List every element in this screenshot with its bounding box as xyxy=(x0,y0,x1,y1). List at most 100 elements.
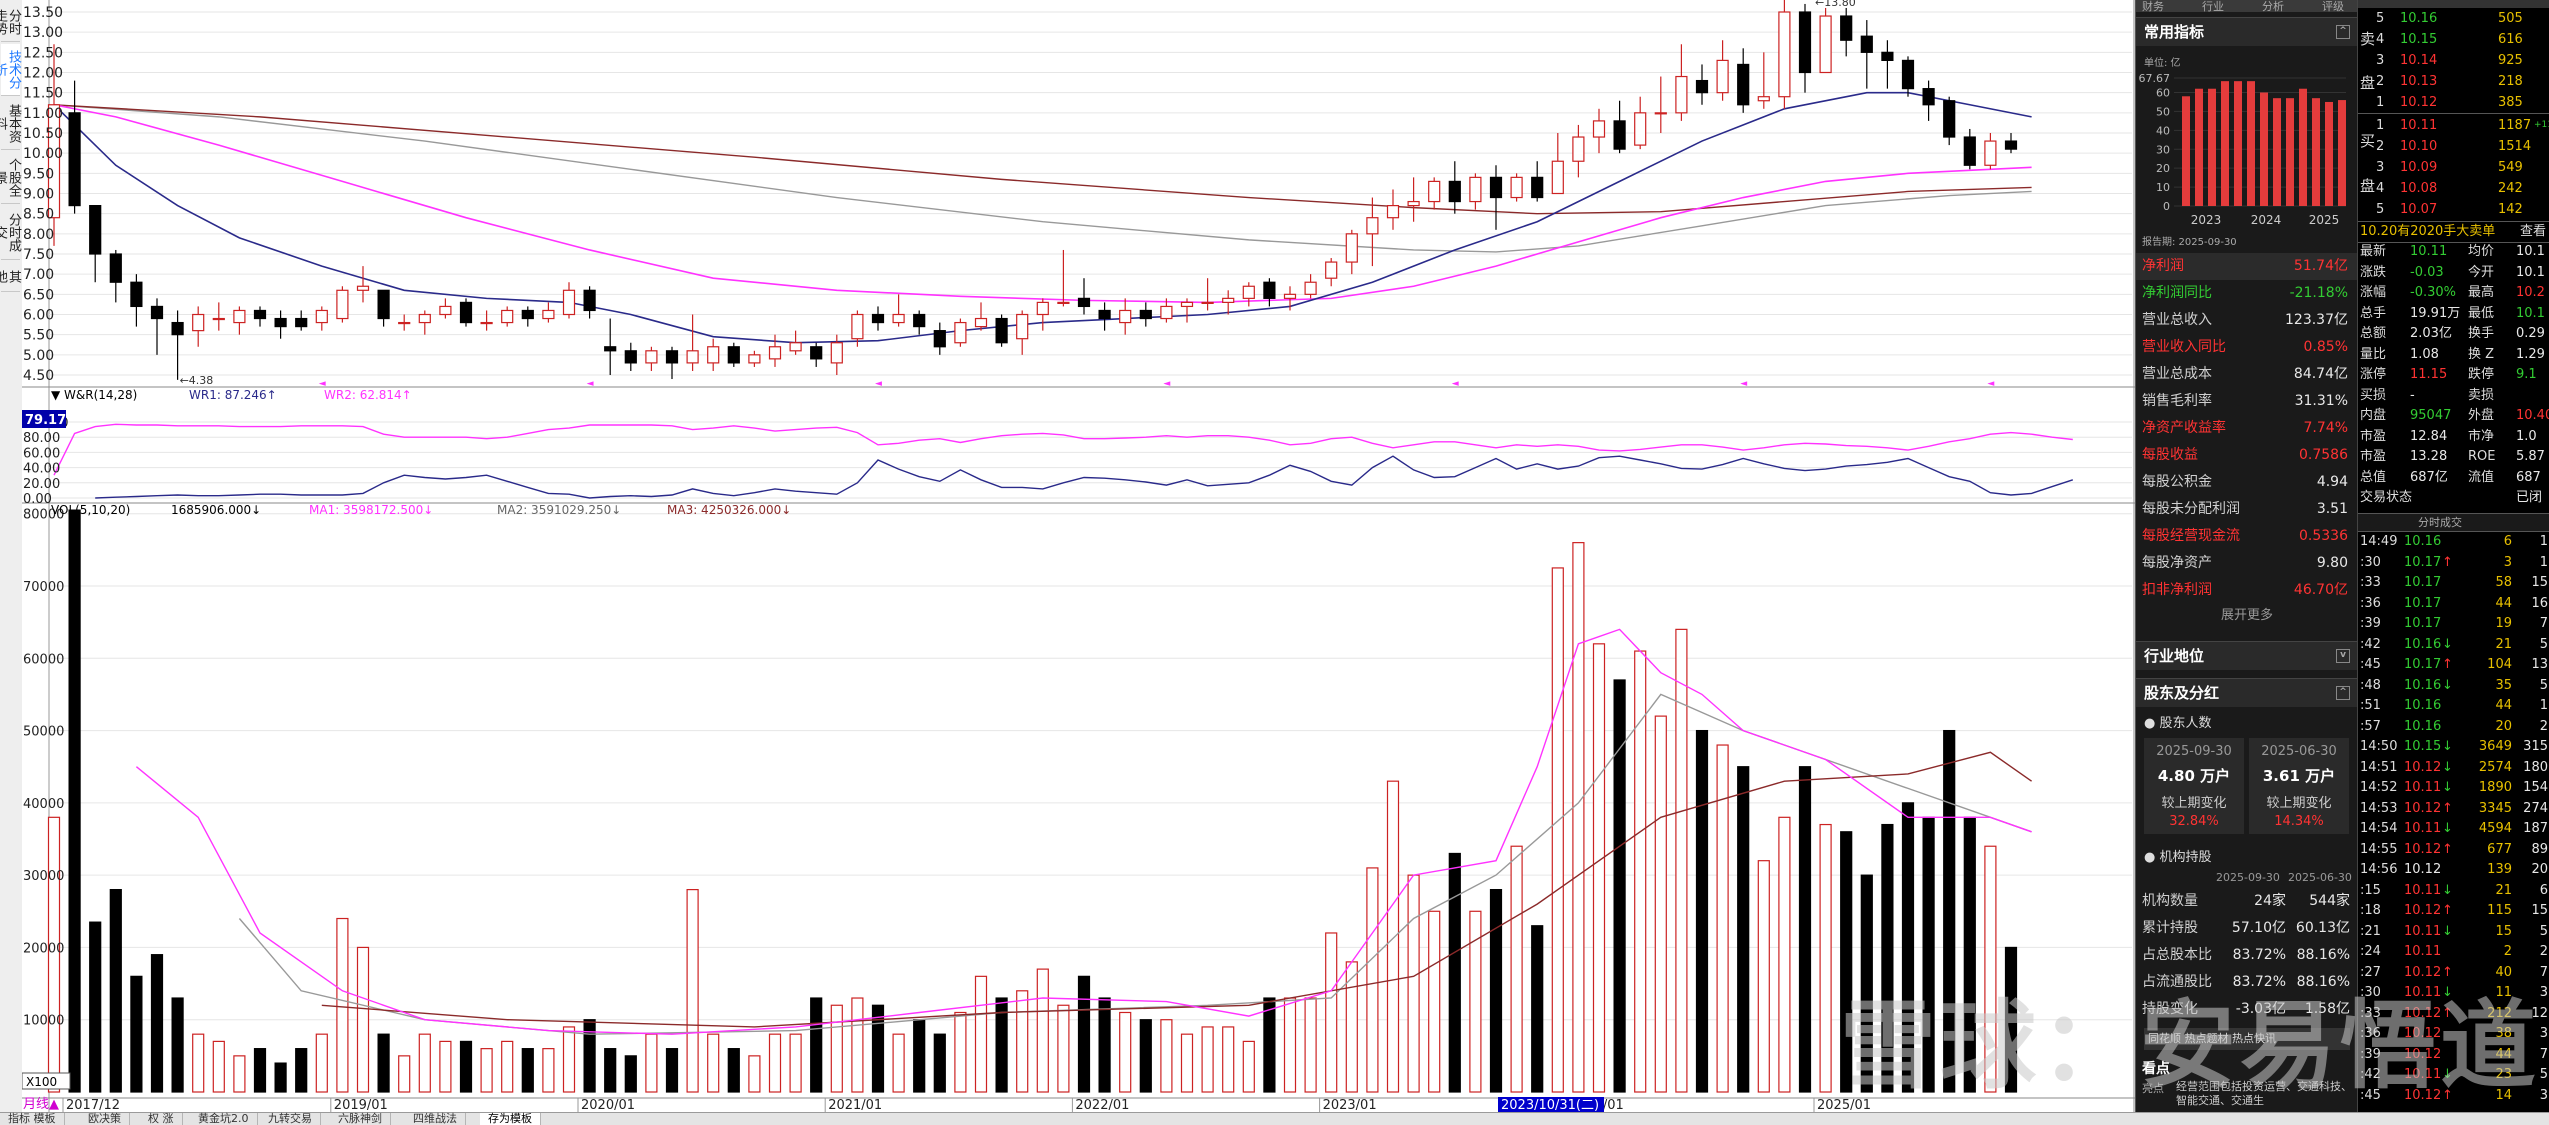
sell-level-row[interactable]: 1 10.12 385 xyxy=(2358,92,2549,113)
indicator-row[interactable]: 营业总收入 123.37亿 xyxy=(2136,307,2358,334)
candle[interactable] xyxy=(583,289,596,312)
candle[interactable] xyxy=(295,317,308,328)
candle[interactable] xyxy=(1469,176,1482,203)
collapse-icon[interactable]: ^ xyxy=(2336,25,2350,39)
candle[interactable] xyxy=(130,281,143,308)
indicator-row[interactable]: 净利润 51.74亿 xyxy=(2136,253,2358,280)
candle[interactable] xyxy=(398,321,411,325)
candle[interactable] xyxy=(336,289,349,320)
bottom-tab-2[interactable]: 权 涨 xyxy=(140,1113,183,1125)
candle[interactable] xyxy=(1984,140,1997,166)
candle[interactable] xyxy=(1613,120,1626,150)
left-tab-5[interactable]: 其他 xyxy=(0,262,21,292)
indicator-row[interactable]: 营业总成本 84.74亿 xyxy=(2136,361,2358,388)
candle[interactable] xyxy=(2004,140,2018,150)
buy-level-row[interactable]: 2 10.10 1514 xyxy=(2358,136,2549,157)
candle[interactable] xyxy=(1963,136,1976,166)
candle[interactable] xyxy=(1489,176,1503,199)
candle[interactable] xyxy=(1304,281,1317,295)
candle[interactable] xyxy=(624,350,637,364)
tab-industry[interactable]: 行业 xyxy=(2202,0,2224,13)
tab-finance[interactable]: 财务 xyxy=(2142,0,2164,13)
expand-icon[interactable]: v xyxy=(2336,649,2350,663)
expand-more-link[interactable]: 展开更多 xyxy=(2220,608,2273,623)
candle[interactable] xyxy=(1798,11,1812,74)
kline-chart[interactable]: 13.50 13.00 12.50 12.00 11.50 11.00 10.50 10.00… xyxy=(22,0,2135,1112)
candle[interactable] xyxy=(954,321,967,344)
candle[interactable] xyxy=(1201,301,1214,304)
candle[interactable] xyxy=(1881,51,1894,61)
buy-level-row[interactable]: 5 10.07 142 xyxy=(2358,199,2549,220)
candle[interactable] xyxy=(501,309,514,324)
bottom-tab-3[interactable]: 黄金坑2.0 xyxy=(190,1113,258,1125)
candle[interactable] xyxy=(748,354,761,364)
candle[interactable] xyxy=(892,313,905,324)
candle[interactable] xyxy=(768,346,782,360)
indicator-row[interactable]: 净资产收益率 7.74% xyxy=(2136,415,2358,442)
left-tab-2[interactable]: 基本资料 xyxy=(0,98,21,150)
bottom-tab-4[interactable]: 九转交易 xyxy=(260,1113,321,1125)
candle[interactable] xyxy=(1675,75,1688,114)
candle[interactable] xyxy=(1757,96,1770,102)
indicator-row[interactable]: 净利润同比 -21.18% xyxy=(2136,280,2358,307)
bottom-tab-6[interactable]: 四维战法 xyxy=(405,1113,466,1125)
candle[interactable] xyxy=(1036,301,1049,316)
tab-analysis[interactable]: 分析 xyxy=(2262,0,2284,13)
candle[interactable] xyxy=(418,313,431,324)
candle[interactable] xyxy=(274,317,287,328)
period-label[interactable]: 月线▲ xyxy=(23,1097,59,1112)
candle[interactable] xyxy=(89,205,102,255)
candle[interactable] xyxy=(933,330,946,348)
candle[interactable] xyxy=(192,313,205,332)
sell-level-row[interactable]: 4 10.15 616 xyxy=(2358,29,2549,50)
candle[interactable] xyxy=(521,309,534,320)
indicator-row[interactable]: 每股公积金 4.94 xyxy=(2136,469,2358,496)
buy-level-row[interactable]: 3 10.09 549 xyxy=(2358,157,2549,178)
candle[interactable] xyxy=(810,346,823,360)
candle[interactable] xyxy=(1634,112,1647,146)
candle[interactable] xyxy=(1695,79,1709,94)
indicator-row[interactable]: 每股收益 0.7586 xyxy=(2136,442,2358,469)
candle[interactable] xyxy=(1386,205,1400,219)
candle[interactable] xyxy=(439,305,452,316)
buy-level-row[interactable]: 4 10.08 242 xyxy=(2358,178,2549,199)
candle[interactable] xyxy=(562,289,576,316)
candle[interactable] xyxy=(377,289,390,320)
candle[interactable] xyxy=(851,313,864,340)
candle[interactable] xyxy=(665,350,679,364)
hot-topic-notice[interactable]: 同花顺 热点题材 热点快讯 xyxy=(2144,1028,2350,1050)
candle[interactable] xyxy=(830,342,843,364)
left-tab-4[interactable]: 分时成交 xyxy=(0,206,21,260)
candle[interactable] xyxy=(1840,15,1853,41)
candle[interactable] xyxy=(789,342,802,352)
bottom-tab-7[interactable]: 存为模板 xyxy=(480,1113,541,1125)
candle[interactable] xyxy=(1428,180,1441,203)
common-indicators-header[interactable]: 常用指标 ^ xyxy=(2136,17,2358,46)
candle[interactable] xyxy=(480,321,493,325)
candle[interactable] xyxy=(913,313,926,328)
candle[interactable] xyxy=(871,313,885,324)
indicator-row[interactable]: 扣非净利润 46.70亿 xyxy=(2136,577,2358,604)
candle[interactable] xyxy=(459,301,473,324)
indicator-row[interactable]: 销售毛利率 31.31% xyxy=(2136,388,2358,415)
candle[interactable] xyxy=(1778,11,1791,98)
left-tab-0[interactable]: 分时走势 xyxy=(0,2,21,42)
sell-level-row[interactable]: 2 10.13 218 xyxy=(2358,71,2549,92)
candle[interactable] xyxy=(707,346,720,364)
candle[interactable] xyxy=(645,350,658,364)
candle[interactable] xyxy=(150,305,164,320)
indicator-row[interactable]: 每股净资产 9.80 xyxy=(2136,550,2358,577)
candle[interactable] xyxy=(1592,120,1606,138)
sell-level-row[interactable]: 3 10.14 925 xyxy=(2358,50,2549,71)
candle[interactable] xyxy=(542,309,555,320)
candle[interactable] xyxy=(995,317,1008,344)
candle[interactable] xyxy=(1572,136,1585,162)
sell-level-row[interactable]: 5 10.16 505 xyxy=(2358,8,2549,29)
candle[interactable] xyxy=(1283,293,1297,299)
candle[interactable] xyxy=(1160,305,1173,320)
candle[interactable] xyxy=(1407,200,1420,207)
candle[interactable] xyxy=(1222,297,1235,304)
candle[interactable] xyxy=(1119,309,1132,324)
candle[interactable] xyxy=(974,317,988,328)
bottom-tab-5[interactable]: 六脉神剑 xyxy=(330,1113,391,1125)
